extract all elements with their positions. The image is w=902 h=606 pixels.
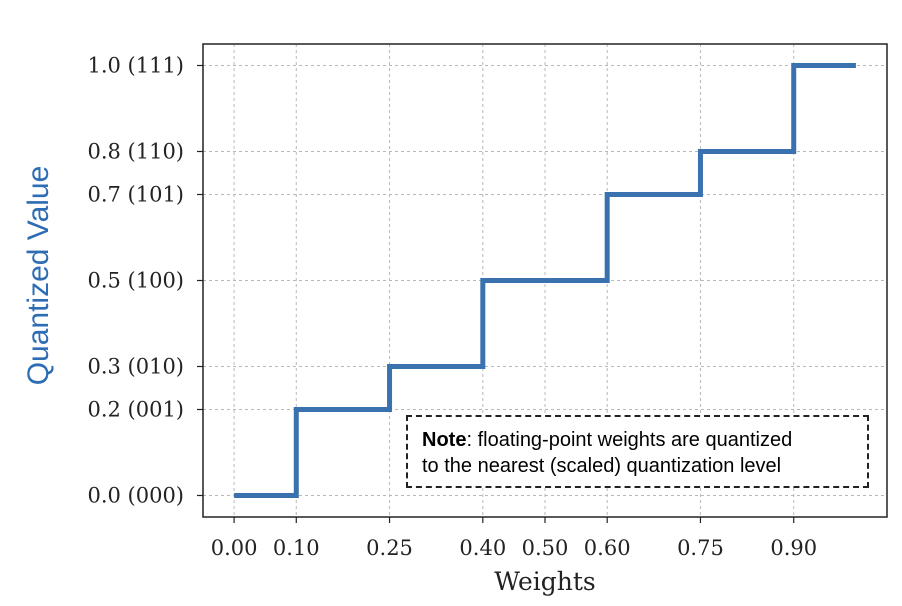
- x-tick-label-1: 0.10: [273, 536, 320, 560]
- step-line: [234, 63, 856, 498]
- y-tick-label-5: 0.8 (110): [87, 140, 184, 164]
- y-tick-label-6: 1.0 (111): [87, 54, 184, 78]
- note-line-1: Note: floating-point weights are quantiz…: [422, 427, 855, 453]
- note-bold-label: Note: [422, 429, 467, 451]
- x-tick-label-0: 0.00: [211, 536, 258, 560]
- y-tick-label-0: 0.0 (000): [87, 484, 184, 508]
- x-tick-label-5: 0.60: [584, 536, 631, 560]
- note-line-2: to the nearest (scaled) quantization lev…: [422, 455, 782, 477]
- x-tick-label-3: 0.40: [459, 536, 506, 560]
- note-annotation: Note: floating-point weights are quantiz…: [406, 415, 869, 488]
- y-axis-label: Quantized Value: [22, 166, 55, 386]
- x-tick-label-6: 0.75: [677, 536, 724, 560]
- x-axis-ticks: 0.00 0.10 0.25 0.40 0.50 0.60 0.75 0.90: [211, 517, 817, 560]
- y-tick-label-2: 0.3 (010): [87, 355, 184, 379]
- quantization-step-series: [234, 63, 856, 498]
- x-tick-label-7: 0.90: [770, 536, 817, 560]
- x-tick-label-4: 0.50: [522, 536, 569, 560]
- y-tick-label-1: 0.2 (001): [87, 398, 184, 422]
- plot-frame: [202, 43, 888, 518]
- y-tick-label-3: 0.5 (100): [87, 269, 184, 293]
- note-text-1: : floating-point weights are quantized: [466, 429, 793, 451]
- x-axis-label: Weights: [494, 567, 595, 596]
- y-tick-label-4: 0.7 (101): [87, 183, 184, 207]
- x-tick-label-2: 0.25: [366, 536, 413, 560]
- y-axis-ticks: 0.0 (000) 0.2 (001) 0.3 (010) 0.5 (100) 0.7 …: [87, 54, 203, 508]
